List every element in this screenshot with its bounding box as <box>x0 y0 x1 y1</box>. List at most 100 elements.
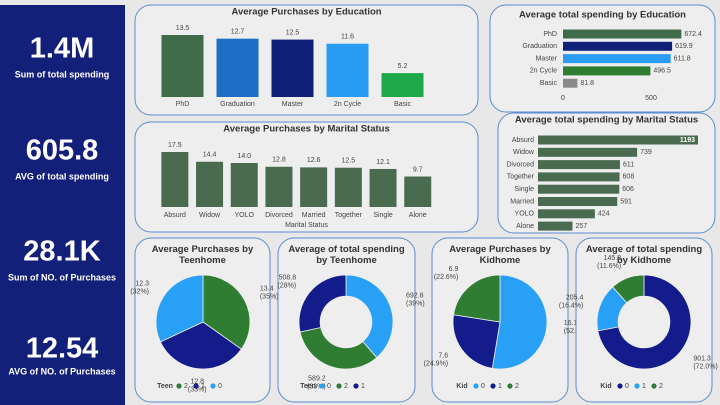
bar <box>538 160 620 170</box>
legend-marker <box>490 383 496 389</box>
share-label: (16.4%) <box>559 302 584 309</box>
data-label: 12.1 <box>376 159 390 166</box>
y-tick-label: YOLO <box>515 211 535 218</box>
data-label: 508.8 <box>279 275 297 282</box>
share-label: (24.9%) <box>424 360 449 367</box>
data-label: 496.5 <box>653 68 671 75</box>
pie-slice <box>159 321 242 370</box>
legend-marker <box>193 383 199 389</box>
legend-title: Teen <box>300 383 316 390</box>
data-label: 13.5 <box>176 25 190 32</box>
x-tick-label: Absurd <box>164 212 186 219</box>
legend-label: 2 <box>344 383 348 390</box>
bar <box>538 172 620 182</box>
share-label: (11.6%) <box>597 263 621 270</box>
data-label: 424 <box>598 211 610 218</box>
data-label: 672.4 <box>684 31 702 38</box>
x-tick-label: Single <box>373 212 393 219</box>
y-tick-label: Widow <box>513 149 535 156</box>
x-tick-label: Graduation <box>220 101 255 108</box>
chart-title: Average of total spending by Kidhome <box>585 244 703 266</box>
donut-slice <box>612 274 645 304</box>
legend-marker <box>617 383 623 389</box>
chart-title-box: Average of total spending by Kidhome <box>585 244 703 266</box>
chart-title: Average Purchases by Marital Status <box>223 124 390 135</box>
donut-slice <box>345 274 394 359</box>
y-tick-label: Graduation <box>522 43 557 50</box>
data-label: 11.6 <box>341 34 354 41</box>
x-tick-label: Together <box>335 212 363 219</box>
data-label: 257 <box>575 223 587 230</box>
bar <box>326 43 369 97</box>
data-label: 12.8 <box>190 379 204 386</box>
legend-label: 0 <box>625 383 629 390</box>
bar <box>538 147 638 157</box>
data-label: 9.7 <box>413 166 423 173</box>
data-label: 5.2 <box>398 63 408 70</box>
x-tick-label: PhD <box>176 101 190 108</box>
donut-slice <box>597 274 692 370</box>
chart-title: Average of total spending by Teenhome <box>288 244 405 266</box>
bar <box>538 184 620 194</box>
pie-slice <box>491 274 548 370</box>
chart-title: Average total spending by Education <box>519 10 686 21</box>
share-label: (33%) <box>307 384 326 391</box>
share-label: (22.6%) <box>434 274 459 281</box>
x-tick-label: Widow <box>199 212 221 219</box>
y-tick-label: Basic <box>540 80 558 87</box>
share-label: (72.0%) <box>693 364 718 371</box>
bar <box>563 78 578 88</box>
legend-label: 2 <box>515 383 519 390</box>
data-label: 205.4 <box>566 294 584 301</box>
legend-marker <box>319 383 325 389</box>
chart-title-box: Average of total spending by Teenhome <box>288 244 405 266</box>
legend-label: 1 <box>201 383 205 390</box>
bar <box>161 152 189 207</box>
bar <box>265 166 293 207</box>
legend-marker <box>353 383 359 389</box>
legend-marker <box>634 383 640 389</box>
kpi-label: AVG of total spending <box>15 171 109 181</box>
share-label: (28%) <box>277 283 296 290</box>
kpi-value: 1.4M <box>30 33 94 65</box>
bar <box>563 54 671 64</box>
data-label: 12.5 <box>286 29 300 36</box>
chart-panel <box>277 237 416 403</box>
bar <box>538 135 698 145</box>
chart-title-box: Average Purchases by Kidhome <box>449 244 551 266</box>
bar <box>404 176 432 207</box>
share-label: (33%) <box>188 387 207 394</box>
y-tick-label: Single <box>515 186 535 193</box>
x-tick-label: 500 <box>645 95 657 102</box>
share-label: (32%) <box>130 288 149 295</box>
bar <box>300 167 328 207</box>
bar <box>538 209 595 219</box>
data-label: 608 <box>623 174 635 181</box>
x-tick-label: 2n Cycle <box>334 101 361 108</box>
x-tick-label: 0 <box>561 95 565 102</box>
legend-label: 0 <box>327 383 331 390</box>
data-label: 145.3 <box>604 255 622 262</box>
legend-marker <box>210 383 216 389</box>
kpi-panel <box>0 5 125 405</box>
data-label: 12.5 <box>342 158 356 165</box>
legend-label: 2 <box>659 383 663 390</box>
kpi-value: 605.8 <box>26 135 99 167</box>
chart-title: Average Purchases by Kidhome <box>449 244 551 266</box>
x-axis-title: Marital Status <box>285 222 328 229</box>
bar <box>271 39 314 97</box>
bar <box>230 163 258 207</box>
y-tick-label: Married <box>510 198 534 205</box>
data-label: 619.9 <box>675 43 693 50</box>
y-tick-label: Master <box>536 55 558 62</box>
bar <box>538 221 573 231</box>
data-label: 16.1 <box>564 320 578 327</box>
data-label: 12.3 <box>135 280 149 287</box>
legend-title: Kid <box>600 383 611 390</box>
legend-marker <box>507 383 513 389</box>
data-label: 14.0 <box>237 153 251 160</box>
donut-slice <box>298 274 347 333</box>
data-label: 17.5 <box>168 142 182 149</box>
x-tick-label: YOLO <box>235 212 255 219</box>
legend-marker <box>176 383 182 389</box>
